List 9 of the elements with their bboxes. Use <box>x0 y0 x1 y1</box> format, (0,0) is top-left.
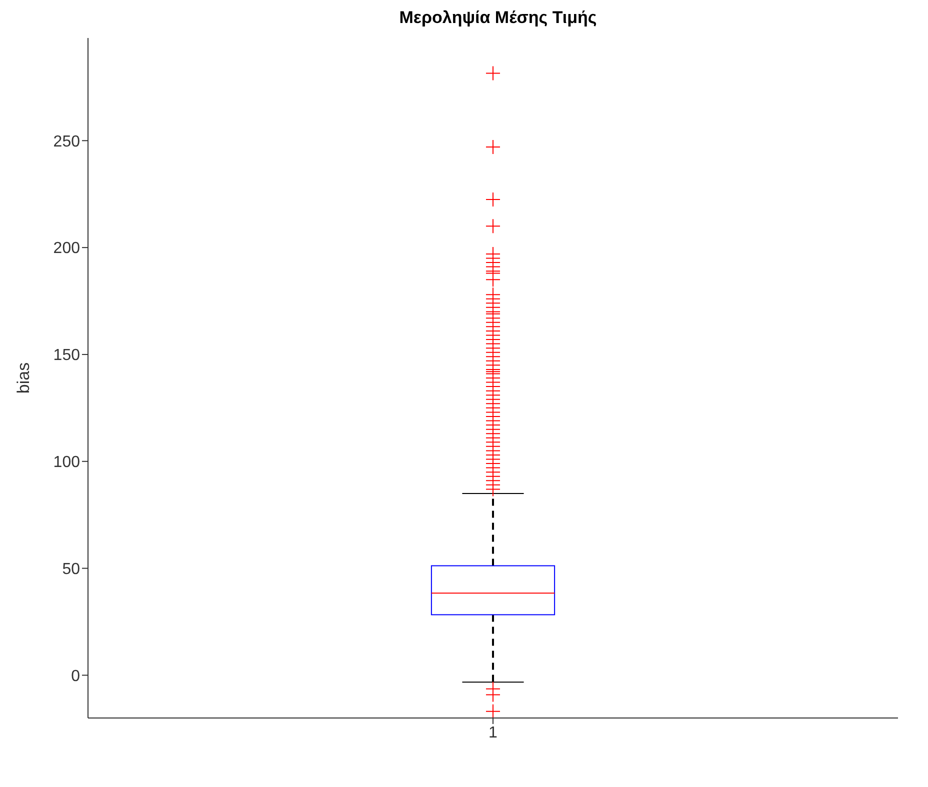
y-axis-title: bias <box>14 362 34 394</box>
y-tick-label: 0 <box>71 668 80 685</box>
chart-title: Μεροληψία Μέσης Τιμής <box>398 8 598 28</box>
y-tick-label: 100 <box>53 454 80 472</box>
y-tick-label: 200 <box>53 240 80 258</box>
x-tick-label: 1 <box>488 724 498 742</box>
y-tick-label: 250 <box>53 133 80 150</box>
y-tick-label: 50 <box>62 560 80 578</box>
y-tick-label: 150 <box>53 347 80 364</box>
